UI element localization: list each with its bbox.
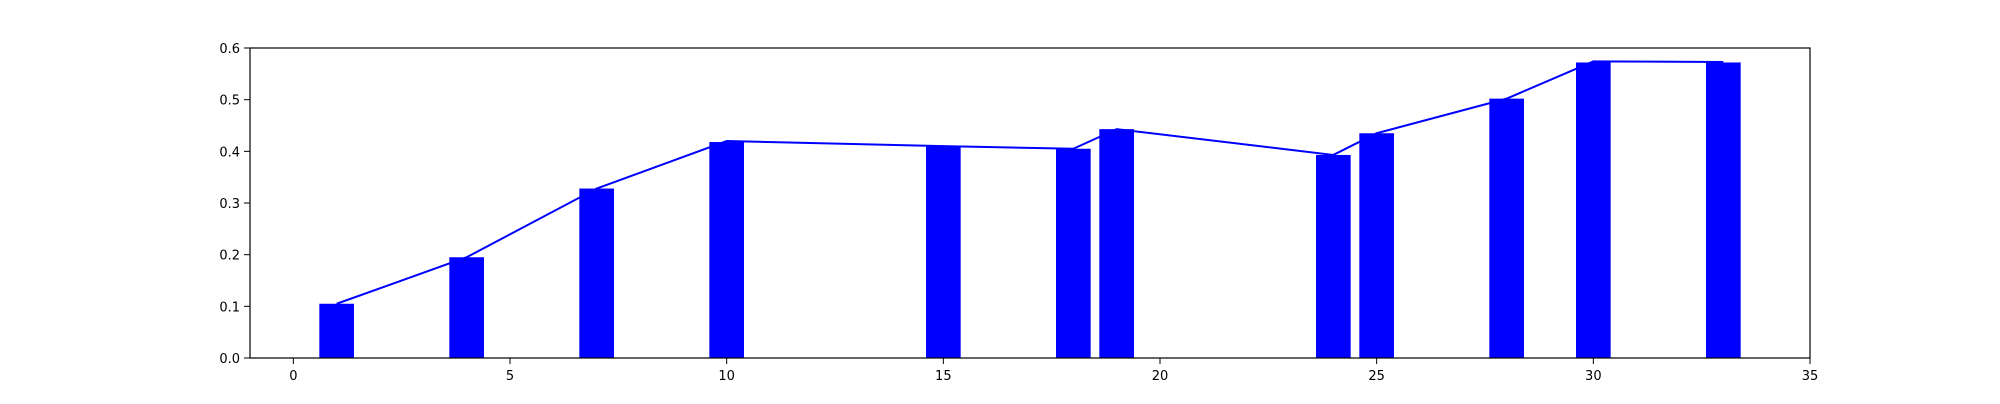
y-tick-label-6: 0.6 — [219, 42, 240, 57]
y-tick-label-2: 0.2 — [219, 249, 240, 264]
x-tick-label-2: 10 — [718, 369, 735, 384]
ticks-layer: 0 5 10 15 20 25 30 35 0.0 0.1 0.2 0.3 0.4 0.5 0.6 — [219, 42, 1818, 384]
x-tick-label-0: 0 — [289, 369, 297, 384]
bar-5 — [1056, 148, 1091, 358]
x-tick-label-5: 25 — [1368, 369, 1385, 384]
y-tick-label-3: 0.3 — [219, 197, 240, 212]
bar-9 — [1489, 98, 1524, 358]
y-tick-label-4: 0.4 — [219, 145, 240, 160]
y-tick-label-0: 0.0 — [219, 352, 240, 367]
bar-11 — [1706, 62, 1741, 358]
bar-6 — [1099, 129, 1134, 358]
bar-2 — [579, 188, 614, 358]
bar-4 — [926, 146, 961, 358]
y-tick-label-1: 0.1 — [219, 300, 240, 315]
bar-0 — [319, 303, 354, 358]
bar-8 — [1359, 133, 1394, 358]
x-tick-label-1: 5 — [506, 369, 514, 384]
bar-3 — [709, 142, 744, 358]
line-layer — [336, 60, 1724, 305]
bar-7 — [1316, 154, 1351, 358]
bar-10 — [1576, 62, 1611, 358]
x-tick-label-6: 30 — [1585, 369, 1602, 384]
x-tick-label-7: 35 — [1802, 369, 1819, 384]
x-tick-label-4: 20 — [1152, 369, 1169, 384]
line-series — [336, 60, 1724, 305]
bar-1 — [449, 257, 484, 358]
bars-layer — [319, 62, 1741, 358]
x-tick-label-3: 15 — [935, 369, 952, 384]
y-tick-label-5: 0.5 — [219, 94, 240, 109]
